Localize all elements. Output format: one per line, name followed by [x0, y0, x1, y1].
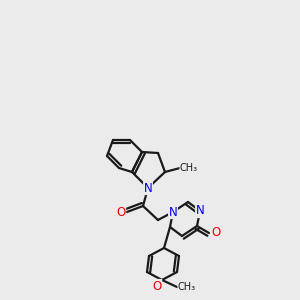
Text: O: O — [116, 206, 126, 218]
Text: N: N — [169, 206, 177, 218]
Text: O: O — [152, 280, 162, 292]
Text: CH₃: CH₃ — [180, 163, 198, 173]
Text: CH₃: CH₃ — [178, 282, 196, 292]
Text: O: O — [212, 226, 220, 238]
Text: N: N — [196, 205, 204, 218]
Text: N: N — [144, 182, 152, 194]
